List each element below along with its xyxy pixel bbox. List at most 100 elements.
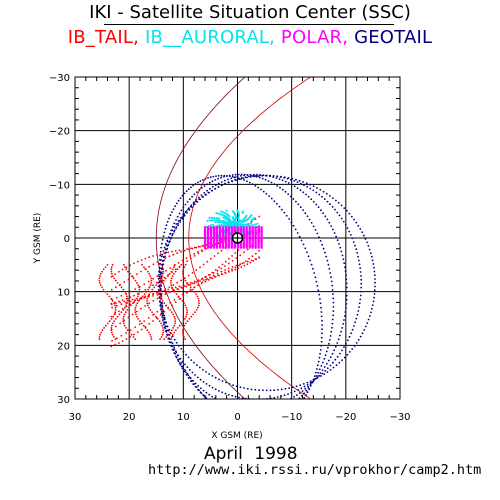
geotail-point <box>188 209 191 211</box>
geotail-point <box>300 402 302 404</box>
geotail-point <box>158 281 161 284</box>
geotail-point <box>237 173 240 176</box>
geotail-point <box>346 353 349 356</box>
ib-tail-point <box>228 271 230 273</box>
geotail-point <box>295 200 297 203</box>
geotail-point <box>161 306 164 308</box>
ib-tail-point <box>156 310 159 313</box>
geotail-point <box>263 416 265 418</box>
geotail-point <box>344 223 347 226</box>
geotail-point <box>336 239 339 242</box>
geotail-point <box>302 383 305 385</box>
ib-tail-point <box>140 307 142 310</box>
geotail-point <box>332 293 334 295</box>
geotail-point <box>217 177 220 180</box>
ib-auroral-point <box>215 212 218 215</box>
ib-tail-point <box>176 268 179 271</box>
ib-tail-point <box>231 255 234 257</box>
geotail-point <box>214 184 217 187</box>
ib-tail-point <box>160 263 163 266</box>
geotail-point <box>312 189 315 192</box>
ib-tail-point <box>155 292 158 294</box>
geotail-point <box>296 394 298 396</box>
ib-tail-point <box>198 300 200 302</box>
ib-tail-point <box>252 260 255 262</box>
geotail-point <box>330 276 332 279</box>
ib-tail-point <box>118 300 120 303</box>
geotail-point <box>320 344 323 347</box>
geotail-point <box>190 186 192 189</box>
ib-tail-point <box>190 289 192 291</box>
geotail-point <box>248 181 251 184</box>
geotail-point <box>187 374 190 377</box>
geotail-point <box>239 407 241 409</box>
ib-tail-point <box>115 325 117 328</box>
geotail-point <box>256 173 258 176</box>
geotail-point <box>161 242 163 245</box>
geotail-point <box>324 251 326 254</box>
geotail-point <box>332 197 334 200</box>
geotail-point <box>163 318 166 321</box>
ib-tail-point <box>116 315 119 318</box>
ib-tail-point <box>174 318 176 320</box>
geotail-point <box>276 396 279 398</box>
geotail-point <box>242 416 244 418</box>
geotail-point <box>328 221 331 224</box>
geotail-point <box>325 362 328 365</box>
geotail-point <box>309 381 312 384</box>
geotail-point <box>262 174 265 177</box>
geotail-point <box>279 176 282 179</box>
geotail-point <box>306 391 309 394</box>
geotail-point <box>276 185 279 187</box>
footer-url[interactable]: http://www.iki.rssi.ru/vprokhor/camp2.ht… <box>148 462 482 478</box>
ib-tail-point <box>127 278 130 281</box>
geotail-point <box>165 224 168 227</box>
ib-tail-point <box>178 266 181 268</box>
geotail-point <box>190 359 193 361</box>
geotail-point <box>315 375 318 377</box>
ib-tail-point <box>197 279 200 281</box>
ib-tail-point <box>243 264 246 267</box>
ib-tail-point <box>147 295 149 298</box>
ib-tail-point <box>182 333 185 336</box>
geotail-point <box>295 178 297 181</box>
geotail-point <box>358 259 360 262</box>
geotail-point <box>275 177 278 179</box>
geotail-point <box>195 199 198 201</box>
ib-tail-point <box>180 322 183 325</box>
ib-tail-point <box>136 273 138 275</box>
ib-auroral-point <box>253 216 256 219</box>
ib-tail-point <box>182 268 185 271</box>
ib-tail-point <box>195 246 198 249</box>
ib-tail-point <box>126 295 128 298</box>
geotail-point <box>336 342 339 344</box>
geotail-point <box>163 231 166 234</box>
geotail-point <box>374 281 376 284</box>
geotail-point <box>247 423 249 425</box>
geotail-point <box>283 409 285 411</box>
ib-tail-point <box>122 318 125 320</box>
ib-auroral-point <box>217 212 220 215</box>
geotail-point <box>171 211 173 214</box>
ib-tail-point <box>170 270 173 273</box>
geotail-point <box>321 332 323 335</box>
ib-tail-point <box>193 286 196 289</box>
geotail-point <box>205 193 207 196</box>
ib-tail-point <box>243 251 245 254</box>
ib-tail-point <box>175 293 178 295</box>
geotail-point <box>166 325 168 328</box>
ib-tail-point <box>103 327 105 329</box>
geotail-point <box>181 360 184 363</box>
geotail-point <box>181 217 184 220</box>
ib-tail-point <box>126 302 128 305</box>
geotail-point <box>285 214 288 217</box>
legend-separator: , <box>342 27 355 48</box>
ib-tail-point <box>123 324 126 327</box>
ib-tail-point <box>110 266 113 268</box>
geotail-point <box>296 400 298 402</box>
ib-auroral-point <box>236 209 239 212</box>
ib-tail-point <box>150 277 153 280</box>
ib-tail-point <box>187 274 190 277</box>
geotail-point <box>199 378 202 381</box>
geotail-point <box>250 388 253 391</box>
